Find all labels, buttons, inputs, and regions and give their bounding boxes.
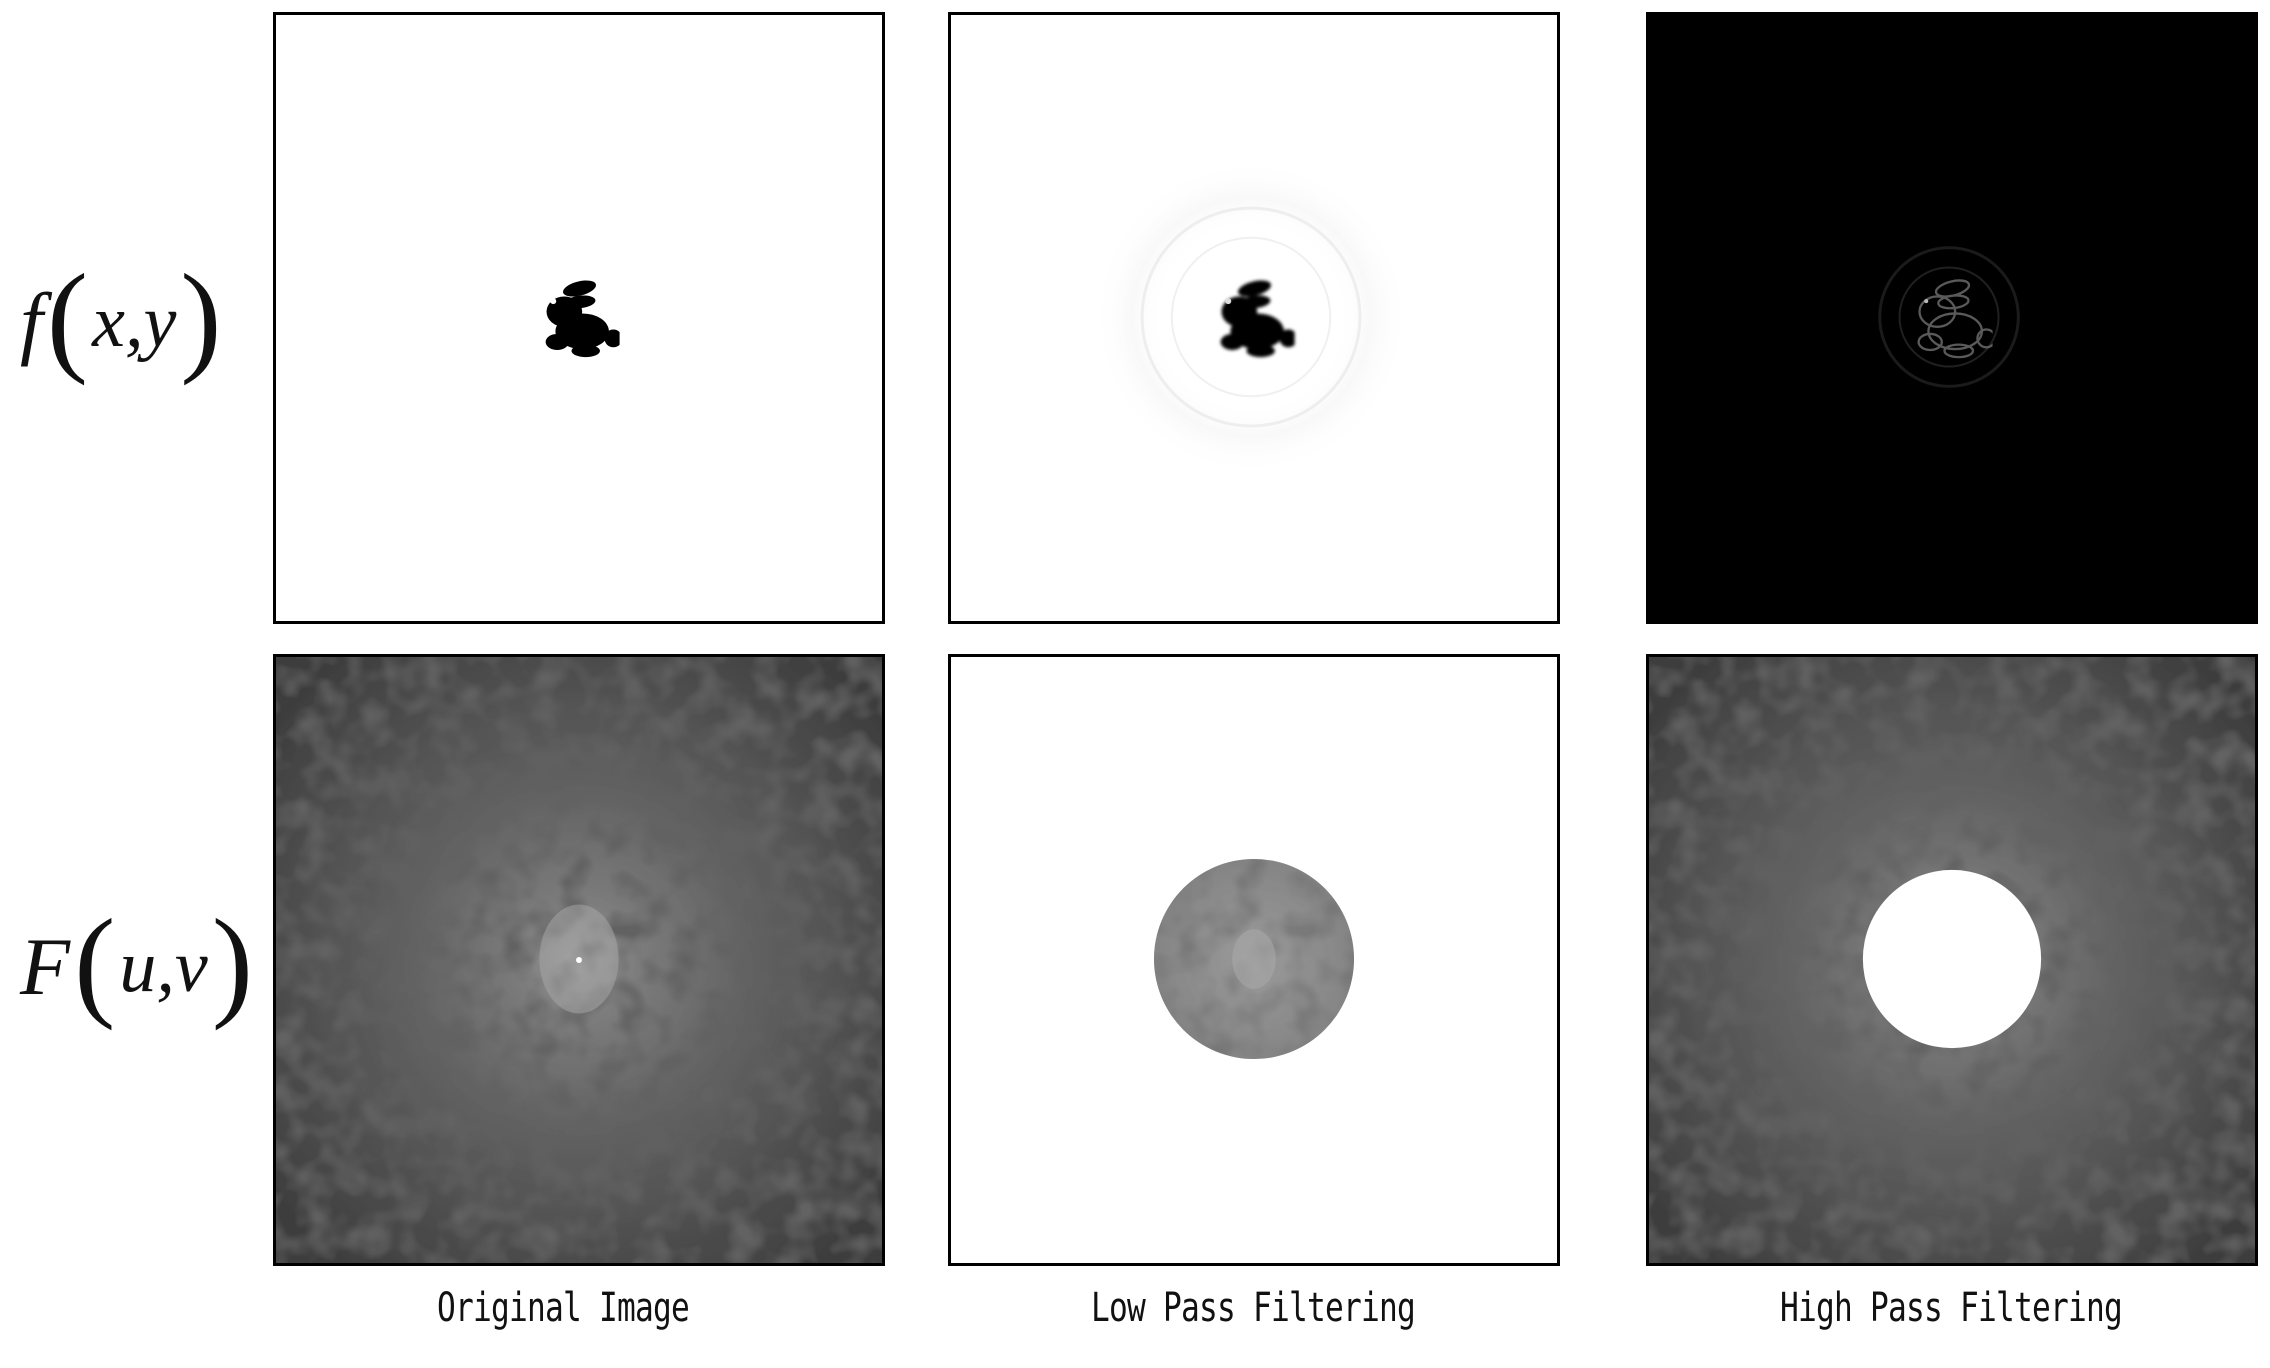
caption-lowpass: Low Pass Filtering	[1090, 1285, 1416, 1331]
panel-lowpass-spectrum	[948, 654, 1560, 1266]
panel-original-spatial	[273, 12, 885, 624]
bunny-image	[276, 15, 882, 621]
row-label-spatial: f ( x,y )	[0, 250, 260, 400]
panel-lowpass-spatial	[948, 12, 1560, 624]
lowpass-filtered-spectrum	[951, 657, 1557, 1263]
panel-original-spectrum	[273, 654, 885, 1266]
frequency-function-name: F	[20, 921, 71, 1012]
close-paren: )	[211, 894, 254, 1031]
spatial-function-name: f	[20, 276, 43, 367]
caption-highpass: High Pass Filtering	[1779, 1285, 2123, 1331]
panel-highpass-spatial	[1646, 12, 2258, 624]
edge-bunny-image	[1649, 15, 2255, 621]
fourier-spectrum	[276, 657, 882, 1263]
open-paren: (	[74, 894, 116, 1031]
close-paren: )	[180, 249, 222, 386]
row-label-frequency: F ( u,v )	[0, 895, 260, 1045]
spatial-function-args: x,y	[92, 281, 177, 363]
panel-highpass-spectrum	[1646, 654, 2258, 1266]
open-paren: (	[46, 249, 89, 386]
frequency-function-args: u,v	[119, 926, 208, 1008]
caption-original: Original Image	[436, 1285, 690, 1331]
blurred-bunny-image	[951, 15, 1557, 621]
highpass-filtered-spectrum	[1649, 657, 2255, 1263]
